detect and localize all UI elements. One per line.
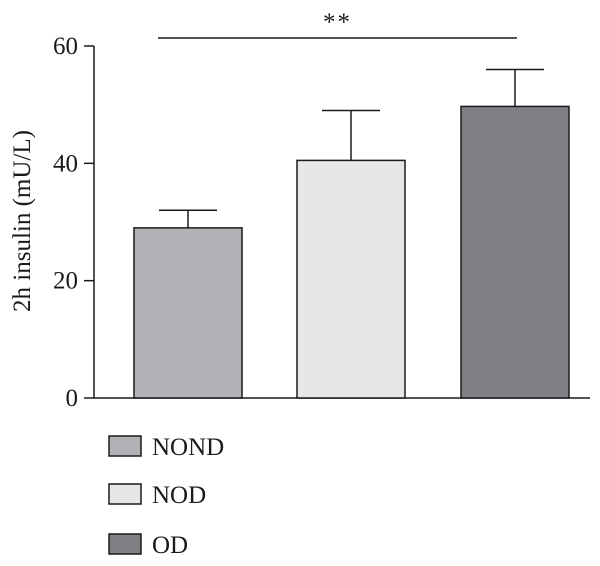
y-tick-label: 20 [53,268,78,295]
legend-label-nod: NOD [152,482,206,509]
legend-label-nond: NOND [152,434,224,461]
significance-annotation: ** [158,9,517,39]
bar-nod [296,159,406,399]
legend-swatch-nond [108,435,142,457]
y-tick-label: 0 [66,385,79,412]
legend-swatch-nod [108,483,142,505]
bar-nond [133,227,243,399]
bar-od [460,105,570,399]
legend-swatch-od [108,533,142,555]
y-axis-label: 2h insulin (mU/L) [9,130,36,312]
significance-label: ** [323,9,352,36]
legend-label-od: OD [152,532,188,559]
y-tick-label: 40 [53,150,78,177]
y-tick-label: 60 [53,33,78,60]
chart-bars [133,68,570,399]
chart-legend: NOND NOD OD [108,434,224,559]
